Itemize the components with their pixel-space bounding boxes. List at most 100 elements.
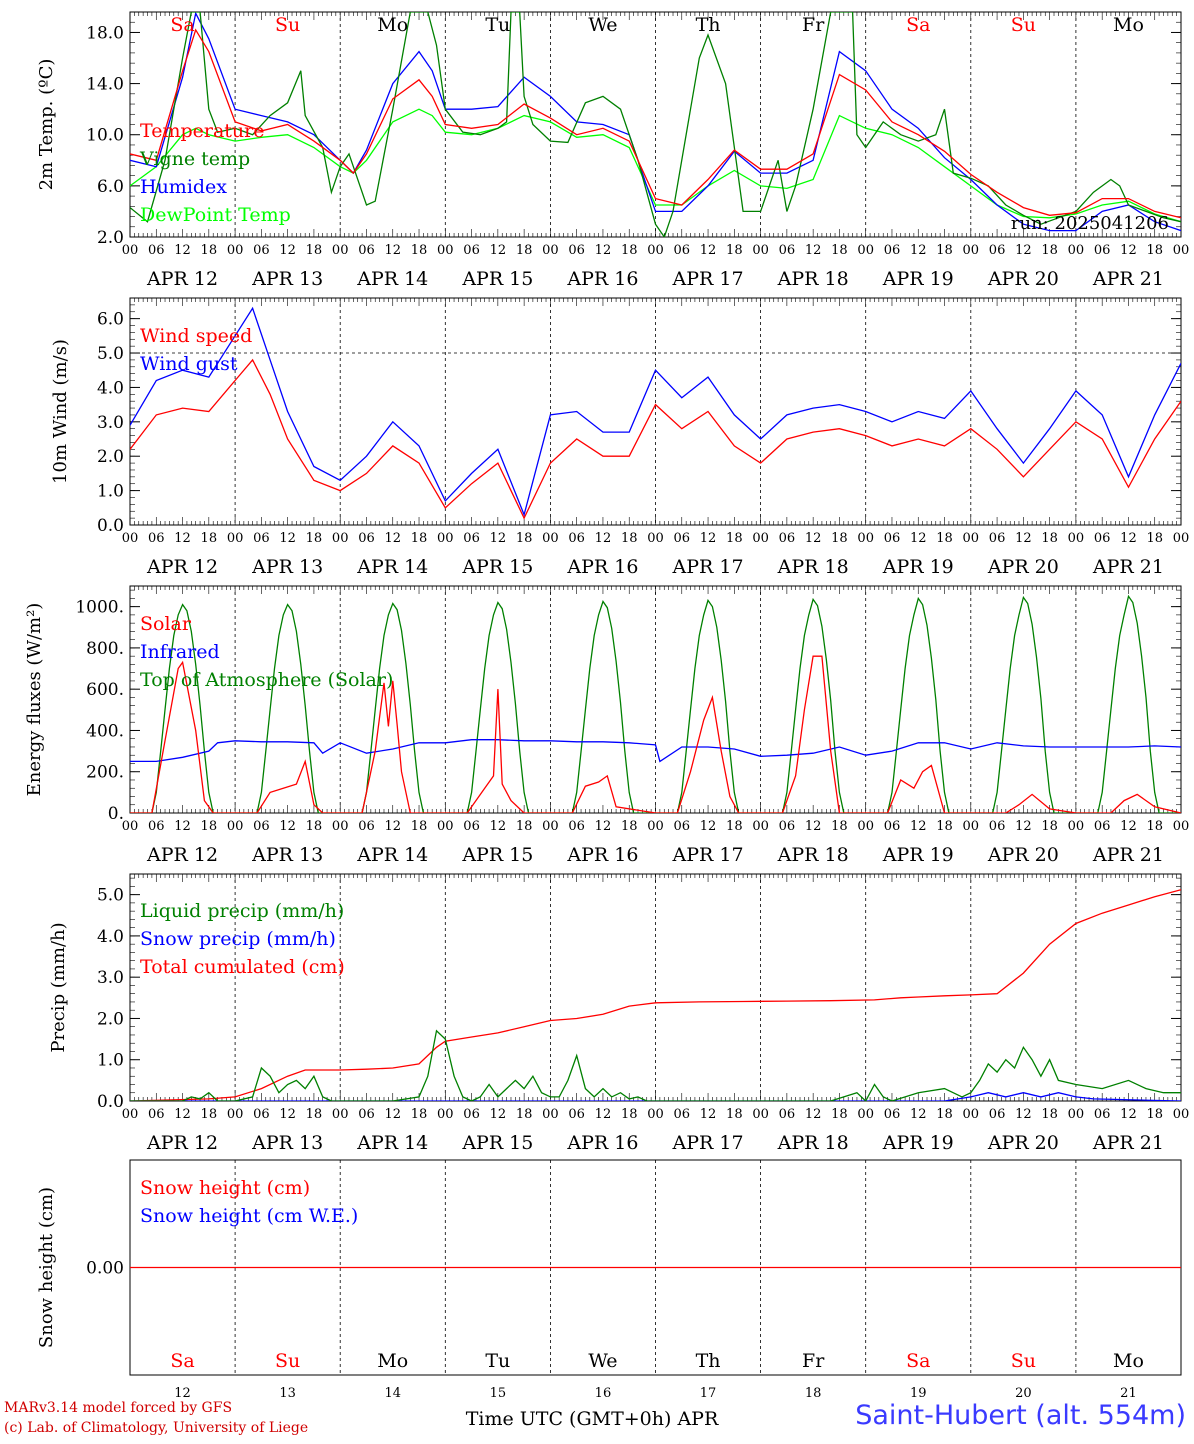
data-point <box>628 792 630 793</box>
data-point <box>252 1096 253 1098</box>
data-point <box>1097 812 1099 813</box>
data-point <box>734 748 735 750</box>
date-label: APR 14 <box>356 268 428 290</box>
data-point <box>944 151 945 152</box>
data-point <box>550 96 551 97</box>
x-tick-label: 18 <box>831 819 848 834</box>
data-point <box>839 115 840 116</box>
data-point <box>506 629 507 630</box>
data-point <box>269 709 271 711</box>
data-point <box>471 128 472 129</box>
x-tick-label: 00 <box>437 819 454 834</box>
data-point <box>795 709 796 711</box>
data-point <box>191 12 192 13</box>
data-point <box>712 697 713 698</box>
data-point <box>939 750 941 752</box>
data-point <box>304 1069 306 1071</box>
data-point <box>944 792 945 793</box>
data-point <box>339 480 341 481</box>
data-point <box>685 750 687 752</box>
data-point <box>572 812 573 813</box>
x-tick-label: 06 <box>358 531 375 546</box>
x-tick-label: 18 <box>516 243 533 258</box>
x-tick-label: 12 <box>490 531 507 546</box>
data-point <box>1049 449 1050 450</box>
x-tick-label: 18 <box>516 531 533 546</box>
data-point <box>515 1080 516 1081</box>
data-point <box>970 1096 972 1098</box>
y-axis-title: Energy fluxes (W/m²) <box>24 603 45 797</box>
day-name: Tu <box>485 1350 510 1372</box>
data-point <box>1150 750 1151 752</box>
data-point <box>208 411 210 412</box>
data-point <box>1154 438 1155 440</box>
date-label: APR 18 <box>777 268 849 290</box>
x-tick-label: 12 <box>490 819 507 834</box>
x-tick-label: 06 <box>253 243 270 258</box>
data-point <box>655 744 656 746</box>
x-tick-label: 06 <box>568 819 585 834</box>
data-point <box>401 630 402 631</box>
data-point <box>1023 476 1024 478</box>
data-point <box>681 397 683 399</box>
x-tick-label: 00 <box>647 531 664 546</box>
x-tick-label: 12 <box>1015 819 1032 834</box>
x-tick-label: 18 <box>1146 819 1163 834</box>
x-tick-label: 18 <box>831 1107 848 1122</box>
data-point <box>418 51 420 52</box>
data-point <box>1101 204 1103 206</box>
data-point <box>410 12 411 13</box>
data-point <box>471 1100 472 1101</box>
data-point <box>339 490 341 491</box>
data-point <box>992 812 993 813</box>
data-point <box>1001 750 1002 752</box>
data-point <box>256 812 258 813</box>
data-point <box>782 812 783 813</box>
day-name: Su <box>1011 1350 1036 1372</box>
data-point <box>655 369 656 371</box>
x-tick-label: 00 <box>542 243 559 258</box>
data-point <box>707 185 709 187</box>
data-point <box>523 740 525 742</box>
data-point <box>269 115 271 116</box>
data-point <box>1023 223 1024 225</box>
data-point <box>909 635 910 636</box>
date-label: APR 21 <box>1092 844 1164 866</box>
x-tick-label: 06 <box>779 243 796 258</box>
data-point <box>130 1267 131 1268</box>
day-number: 15 <box>490 1386 507 1401</box>
data-point <box>1119 635 1120 636</box>
x-tick-label: 12 <box>595 243 612 258</box>
x-tick-label: 18 <box>1146 531 1163 546</box>
data-point <box>961 1096 963 1098</box>
data-point <box>252 359 253 361</box>
date-label: APR 16 <box>566 556 638 578</box>
x-tick-label: 00 <box>542 531 559 546</box>
series-line-humidex <box>130 12 1181 232</box>
data-point <box>1049 746 1050 748</box>
lab-credit: (c) Lab. of Climatology, University of L… <box>4 1420 309 1436</box>
data-point <box>278 635 280 636</box>
data-point <box>891 421 893 423</box>
data-point <box>436 1030 437 1032</box>
data-point <box>812 179 814 180</box>
data-point <box>1058 217 1059 219</box>
data-point <box>418 79 420 81</box>
data-point <box>182 134 183 135</box>
data-point <box>523 1088 525 1089</box>
data-point <box>922 771 923 772</box>
x-tick-label: 00 <box>857 531 874 546</box>
data-point <box>523 792 525 793</box>
data-point <box>628 1098 630 1100</box>
x-tick-label: 00 <box>122 531 139 546</box>
data-point <box>497 124 499 125</box>
data-point <box>830 1100 831 1101</box>
data-point <box>493 775 494 777</box>
data-point <box>392 680 394 682</box>
data-point <box>865 147 866 148</box>
x-tick-label: 12 <box>595 819 612 834</box>
data-point <box>313 792 315 793</box>
x-tick-label: 00 <box>1068 531 1085 546</box>
x-tick-label: 00 <box>437 531 454 546</box>
data-point <box>217 742 218 744</box>
